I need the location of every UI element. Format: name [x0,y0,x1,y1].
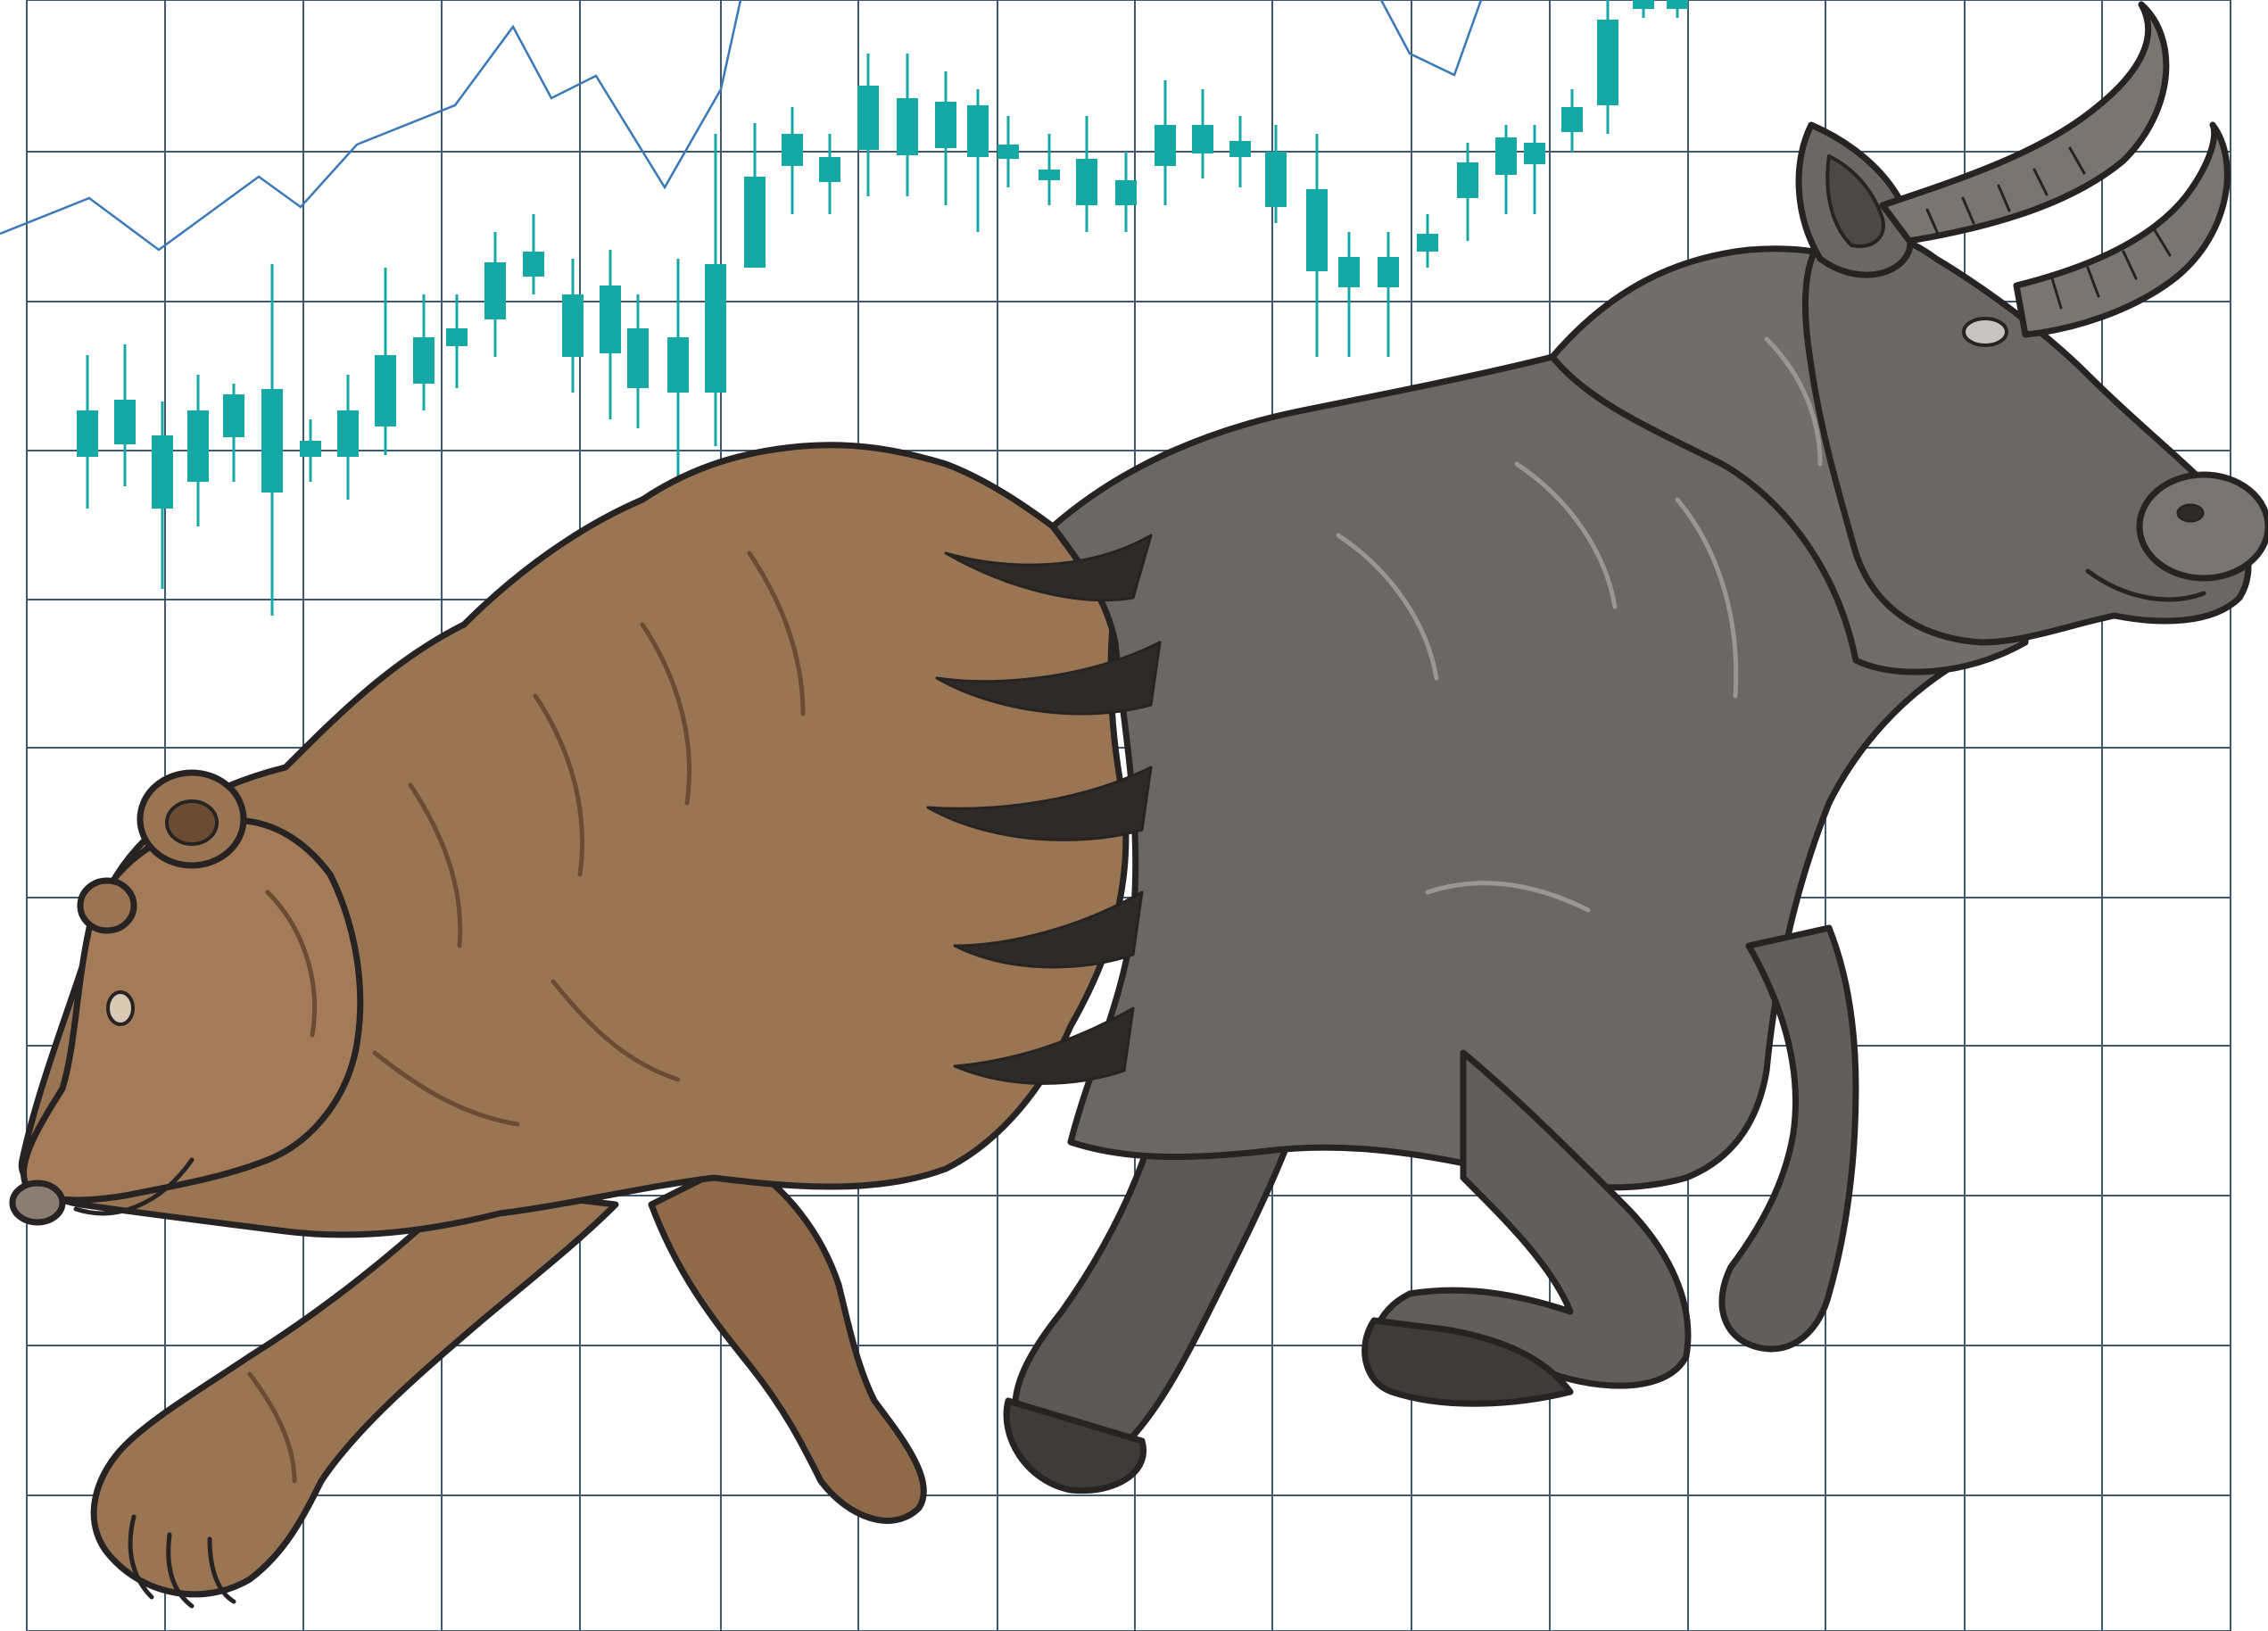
trend-line-right [1379,0,1483,77]
candle-body [77,410,98,457]
candle-body [1417,234,1438,252]
candle-body [744,177,766,268]
candle-body [1667,0,1688,9]
candle-body [1338,257,1360,287]
candle-body [600,286,621,353]
candle-body [1039,170,1060,180]
bear-ear-front [77,877,137,934]
bull-body-highlights [1336,336,1823,913]
candle-body [1561,107,1583,132]
bull-hoof-far [1003,1397,1146,1494]
bull-mouth [2085,568,2206,602]
candle-body [152,435,173,509]
bull-horn-ridges [1925,146,2172,310]
candlestick-series [77,0,1688,616]
candle-body [337,410,359,457]
bull-horn-back [1879,1,2170,244]
candle-body [967,105,989,157]
bull-front-leg [1718,924,1859,1353]
bear-hind-leg [648,1156,927,1524]
candle-body [114,400,136,444]
candle-body [627,328,649,388]
candle-body [1597,20,1618,105]
bear-mouth [73,1157,195,1216]
candle-body [300,441,321,457]
bear-paw-claws [128,1514,236,1609]
candle-body [782,134,803,166]
candle-body [413,337,435,384]
candle-body [375,355,396,426]
candle-body [1192,125,1213,153]
candle-body [705,264,726,393]
candle-body [223,394,244,437]
bear-fur-texture [247,551,806,1484]
candle-body [897,98,918,155]
bull-muzzle [2136,471,2268,582]
candle-body [446,328,468,346]
candle-body [523,252,544,277]
candle-body [484,262,506,319]
candle-body [667,337,689,393]
candle-body [1524,143,1545,164]
candle-body [857,86,879,150]
candle-body [1378,257,1399,287]
bull-hoof-near [1362,1317,1574,1407]
bull-ear-inner [1825,154,1885,248]
bear-bull-transition-flames [926,534,1162,1085]
candle-body [819,157,840,182]
candle-body [562,294,584,357]
candle-body [997,145,1019,159]
candle-body [1265,152,1287,207]
candle-body [1633,0,1654,9]
candle-body [261,389,283,493]
bear-front-leg [90,1183,619,1598]
bull-head [1801,228,2252,646]
bear-nose [9,1180,66,1226]
bull-figure [926,1,2268,1494]
candle-body [1155,125,1176,166]
candle-body [1229,141,1251,157]
candle-body [1076,159,1097,205]
bull-eye [1962,317,2008,347]
bull-horn-front [2013,121,2231,338]
candle-body [1495,137,1517,175]
candle-body [1115,180,1137,205]
bear-ear-back-inner [165,799,219,846]
candle-body [1306,189,1328,271]
bear-figure [9,442,1130,1609]
trend-line [0,0,742,252]
bear-eye [106,990,135,1026]
candle-body [1457,162,1478,198]
bull-nostril [2176,503,2205,523]
candle-body [935,102,956,148]
candle-body [187,410,209,482]
